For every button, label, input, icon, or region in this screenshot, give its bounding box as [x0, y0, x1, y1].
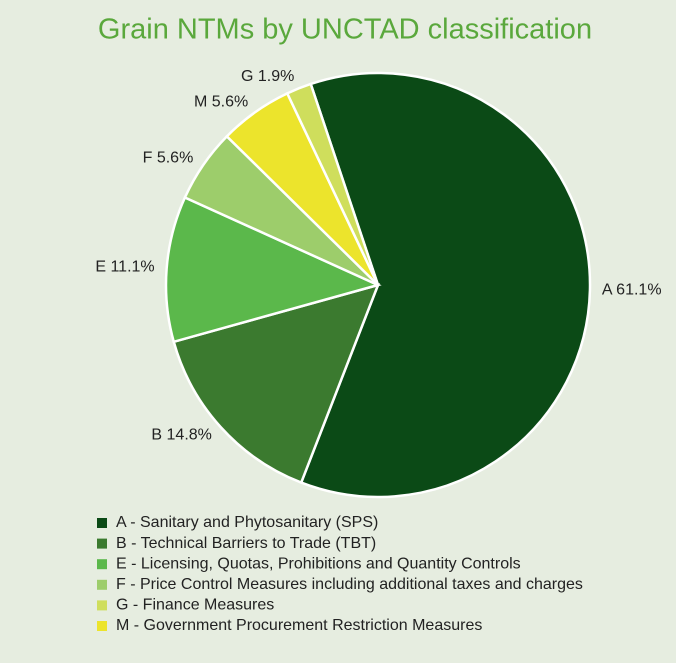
legend-label: G - Finance Measures: [116, 597, 274, 614]
slice-label: F 5.6%: [143, 149, 194, 166]
slice-category: B: [151, 427, 162, 444]
slice-value: 14.8%: [167, 427, 212, 444]
slice-value: 5.6%: [212, 94, 248, 111]
slice-label: G 1.9%: [241, 68, 294, 85]
slice-label: A 61.1%: [602, 282, 662, 299]
slice-value: 11.1%: [110, 259, 154, 276]
slice-value: 5.6%: [157, 149, 193, 166]
legend-swatch: [97, 538, 107, 549]
slice-label: M 5.6%: [194, 94, 248, 111]
slice-label: E 11.1%: [95, 259, 154, 276]
slice-value: 61.1%: [616, 282, 661, 299]
slice-value: 1.9%: [258, 68, 294, 85]
legend-swatch: [97, 518, 107, 528]
pie-slice: [285, 82, 380, 286]
legend-swatch: [97, 559, 107, 570]
slice-category: A: [602, 282, 613, 299]
pie-slice: [172, 283, 381, 485]
legend-label: B - Technical Barriers to Trade (TBT): [116, 535, 376, 552]
chart-title: Grain NTMs by UNCTAD classification: [98, 14, 592, 46]
slice-category: M: [194, 94, 207, 111]
legend-swatch: [97, 600, 107, 611]
slice-category: G: [241, 68, 253, 85]
legend-swatch: [97, 579, 107, 590]
legend-swatch: [97, 621, 107, 631]
pie-slice: [299, 71, 592, 499]
pie-slice: [164, 195, 382, 344]
legend-label: E - Licensing, Quotas, Prohibitions and …: [116, 555, 521, 572]
legend-label: A - Sanitary and Phytosanitary (SPS): [116, 514, 378, 531]
slice-category: E: [95, 259, 106, 276]
slice-category: F: [143, 149, 153, 166]
slice-label: B 14.8%: [151, 427, 212, 444]
legend-label: M - Government Procurement Restriction M…: [116, 617, 482, 634]
legend-label: F - Price Control Measures including add…: [116, 576, 583, 593]
